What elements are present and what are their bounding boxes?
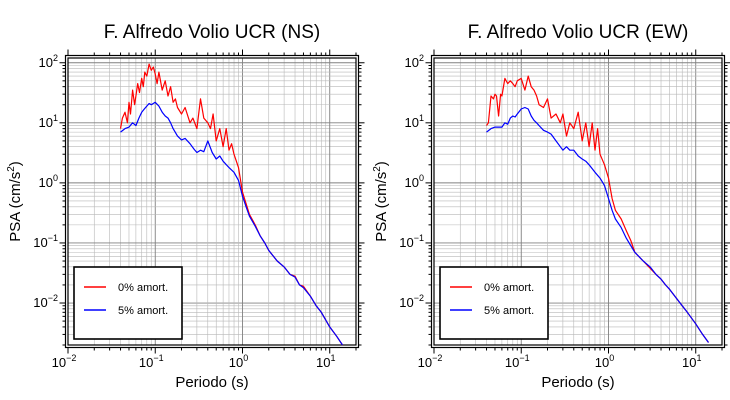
axis-ticks — [59, 49, 365, 354]
x-tick-label: 10−1 — [139, 353, 164, 370]
x-tick-label: 10−2 — [418, 353, 443, 370]
y-tick-label: 100 — [39, 173, 58, 190]
chart-title: F. Alfredo Volio UCR (NS) — [104, 22, 320, 43]
chart-title: F. Alfredo Volio UCR (EW) — [468, 22, 689, 43]
y-tick-label: 102 — [39, 53, 58, 70]
x-tick-label: 101 — [316, 353, 335, 370]
legend-box — [73, 266, 183, 340]
y-tick-label: 101 — [405, 113, 424, 130]
x-tick-label: 101 — [682, 353, 701, 370]
x-axis-label: Periodo (s) — [541, 374, 614, 391]
y-tick-label: 10−1 — [33, 233, 58, 250]
grid — [434, 58, 722, 345]
legend-box — [439, 266, 549, 340]
legend-label: 5% amort. — [118, 305, 168, 317]
plot-frame-outer — [430, 54, 726, 349]
y-axis-label: PSA (cm/s2) — [372, 161, 390, 242]
legend: 0% amort. 5% amort. — [439, 266, 549, 340]
x-tick-label: 100 — [229, 353, 248, 370]
x-axis-label: Periodo (s) — [175, 374, 248, 391]
y-tick-label: 101 — [39, 113, 58, 130]
chart-panel-1: 10−2 10−1 100 101 10−2 10−1 100 101 102 F. Alfred… — [6, 22, 365, 391]
legend-label: 5% amort. — [484, 305, 534, 317]
y-tick-label: 10−1 — [399, 233, 424, 250]
legend-label: 0% amort. — [484, 282, 534, 294]
y-tick-label: 10−2 — [399, 293, 424, 310]
plot-frame — [67, 57, 357, 346]
plot-frame-outer — [64, 54, 360, 349]
y-axis-label: PSA (cm/s2) — [6, 161, 24, 242]
y-tick-label: 10−2 — [33, 293, 58, 310]
y-tick-label: 100 — [405, 173, 424, 190]
legend: 0% amort. 5% amort. — [73, 266, 183, 340]
x-tick-label: 10−2 — [52, 353, 77, 370]
legend-label: 0% amort. — [118, 282, 168, 294]
series-line-2 — [486, 106, 709, 343]
y-tick-label: 102 — [405, 53, 424, 70]
series-line-2 — [120, 101, 343, 346]
x-tick-label: 10−1 — [505, 353, 530, 370]
axis-ticks — [425, 49, 730, 354]
plot-frame — [433, 57, 723, 346]
chart-panel-2: 10−2 10−1 100 101 10−2 10−1 100 101 102 F. Alfred… — [372, 22, 730, 391]
x-tick-label: 100 — [595, 353, 614, 370]
